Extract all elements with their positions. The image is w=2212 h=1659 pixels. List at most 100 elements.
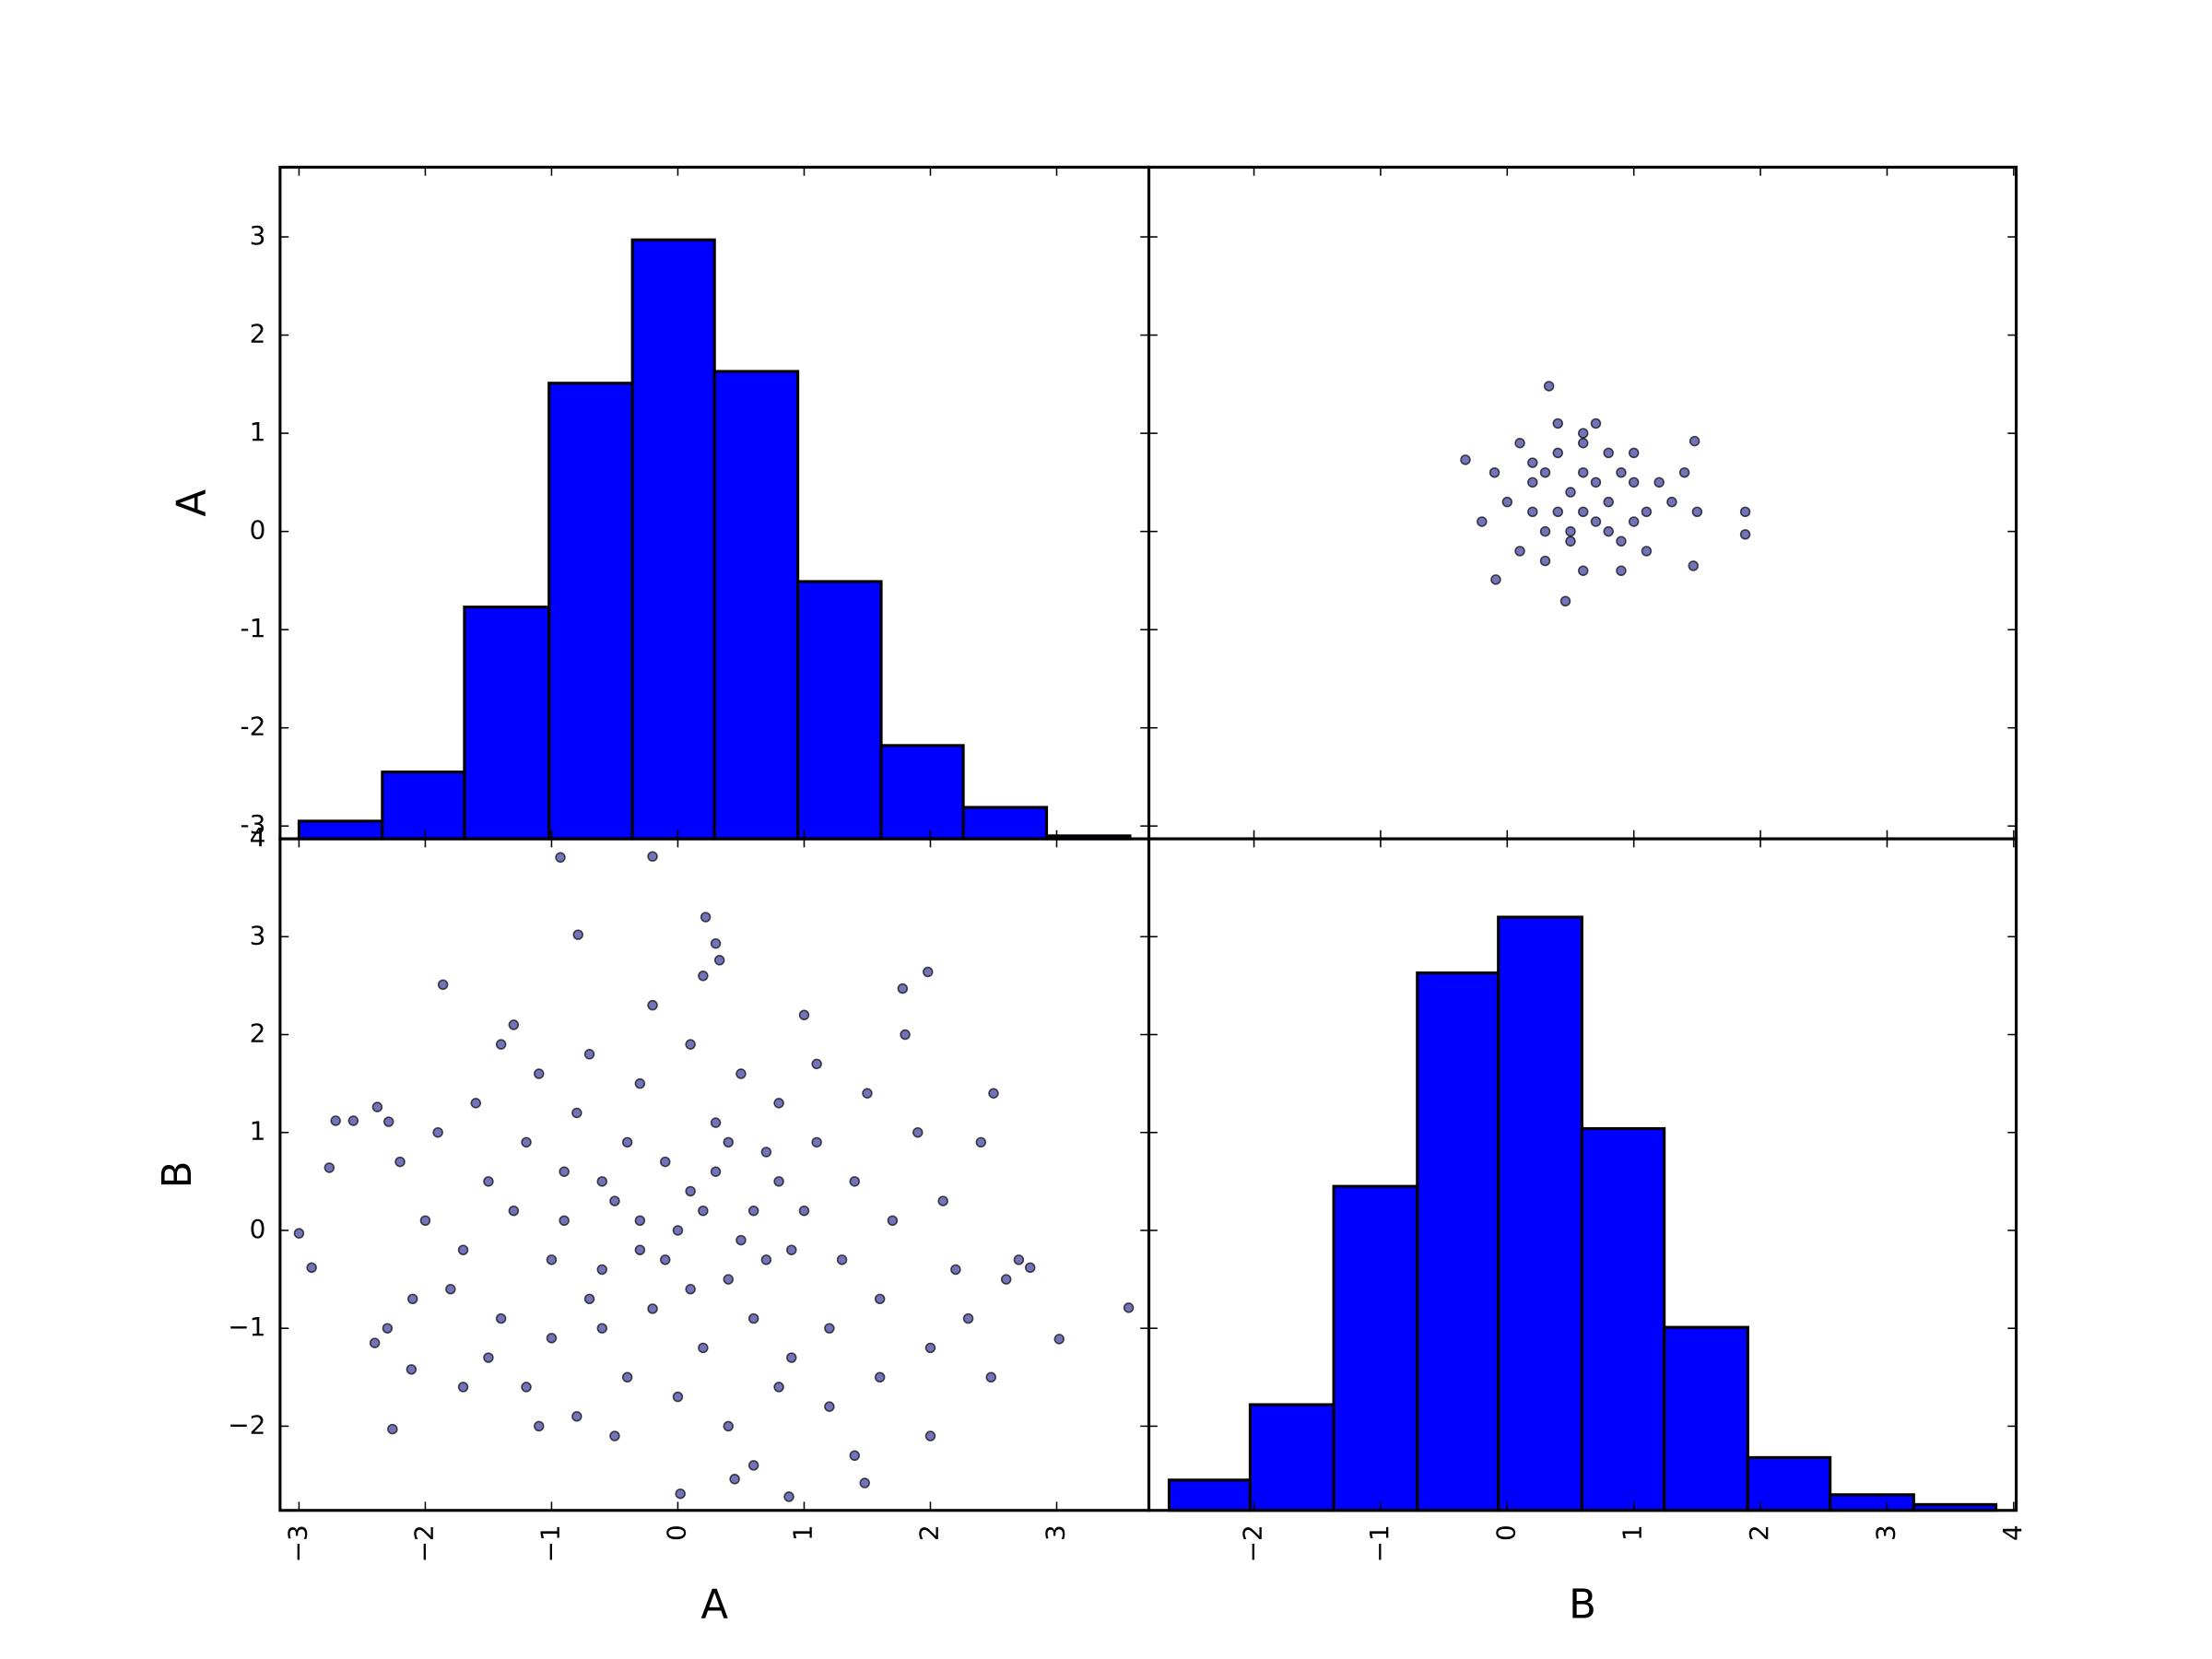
point <box>685 1185 696 1197</box>
point <box>483 1176 494 1187</box>
y-tick-label: -1 <box>241 613 266 643</box>
point <box>445 1283 456 1295</box>
point <box>729 1474 740 1485</box>
point <box>521 1382 532 1393</box>
point <box>985 1371 996 1383</box>
point <box>382 1116 394 1127</box>
point <box>874 1371 886 1383</box>
point <box>849 1450 861 1462</box>
point <box>859 1477 870 1488</box>
bar <box>381 771 466 841</box>
x-tick-label: 4 <box>1997 1524 2028 1541</box>
y-axis-label: B <box>155 1161 201 1189</box>
point <box>849 1176 861 1187</box>
bar <box>796 580 883 841</box>
point <box>1616 535 1627 547</box>
point <box>773 1382 784 1393</box>
bar <box>1416 971 1500 1512</box>
point <box>634 1077 646 1089</box>
point <box>1539 525 1551 537</box>
point <box>634 1215 646 1227</box>
point <box>387 1423 398 1435</box>
point <box>369 1337 381 1348</box>
y-tick-label: -3 <box>241 809 266 840</box>
bar <box>1248 1403 1335 1512</box>
y-tick-label: 1 <box>250 1116 266 1147</box>
point <box>1628 516 1640 527</box>
point <box>406 1364 418 1375</box>
point <box>432 1127 443 1138</box>
point <box>747 1312 759 1324</box>
bar <box>547 382 634 841</box>
point <box>546 1254 558 1265</box>
point <box>347 1115 359 1126</box>
point <box>975 1136 987 1148</box>
point <box>647 1303 658 1314</box>
point <box>672 1391 684 1403</box>
point <box>1000 1274 1012 1285</box>
point <box>735 1068 747 1079</box>
point <box>583 1049 595 1060</box>
point <box>330 1115 341 1126</box>
point <box>1603 496 1614 508</box>
point <box>559 1215 570 1227</box>
x-tick-label: 1 <box>787 1524 818 1541</box>
point <box>508 1019 520 1030</box>
point <box>773 1098 784 1109</box>
point <box>371 1101 383 1112</box>
point <box>609 1195 620 1206</box>
y-tick-label: 2 <box>250 319 266 349</box>
point <box>988 1088 999 1099</box>
point <box>924 1342 936 1354</box>
point <box>773 1176 784 1187</box>
point <box>811 1136 822 1148</box>
point <box>521 1136 532 1148</box>
point <box>675 1488 686 1500</box>
point <box>634 1244 646 1255</box>
point <box>760 1147 772 1158</box>
point <box>571 1107 582 1119</box>
point <box>1739 529 1751 540</box>
point <box>760 1254 772 1265</box>
point <box>1603 447 1614 459</box>
point <box>1578 466 1589 478</box>
point <box>534 1068 545 1079</box>
point <box>1552 506 1564 518</box>
point <box>1578 565 1589 576</box>
bar <box>1829 1493 1915 1512</box>
x-tick-label: 2 <box>1744 1524 1774 1541</box>
point <box>1559 595 1571 607</box>
x-tick-label: −2 <box>1238 1524 1268 1562</box>
point <box>437 979 449 991</box>
y-tick-label: -2 <box>241 712 266 742</box>
point <box>700 912 712 923</box>
point <box>293 1228 305 1239</box>
point <box>559 1166 570 1177</box>
point <box>621 1136 633 1148</box>
panel-frame <box>1147 165 2018 841</box>
point <box>1490 574 1501 585</box>
point <box>306 1262 317 1274</box>
point <box>1641 546 1653 557</box>
point <box>747 1205 759 1217</box>
point <box>495 1039 507 1050</box>
point <box>555 852 566 863</box>
y-tick-label: 3 <box>250 920 266 950</box>
point <box>534 1420 545 1432</box>
point <box>1616 565 1627 576</box>
point <box>1590 477 1602 488</box>
point <box>698 1205 709 1217</box>
point <box>1539 466 1551 478</box>
x-tick-label: 3 <box>1870 1524 1900 1541</box>
y-tick-label: 3 <box>250 220 266 251</box>
x-axis-label: A <box>700 1583 728 1629</box>
point <box>672 1225 684 1236</box>
bar <box>1663 1325 1749 1512</box>
point <box>647 999 658 1011</box>
x-tick-label: 0 <box>661 1524 691 1541</box>
point <box>407 1293 418 1305</box>
point <box>710 937 722 949</box>
point <box>710 1166 722 1177</box>
y-tick-label: 0 <box>250 515 266 546</box>
